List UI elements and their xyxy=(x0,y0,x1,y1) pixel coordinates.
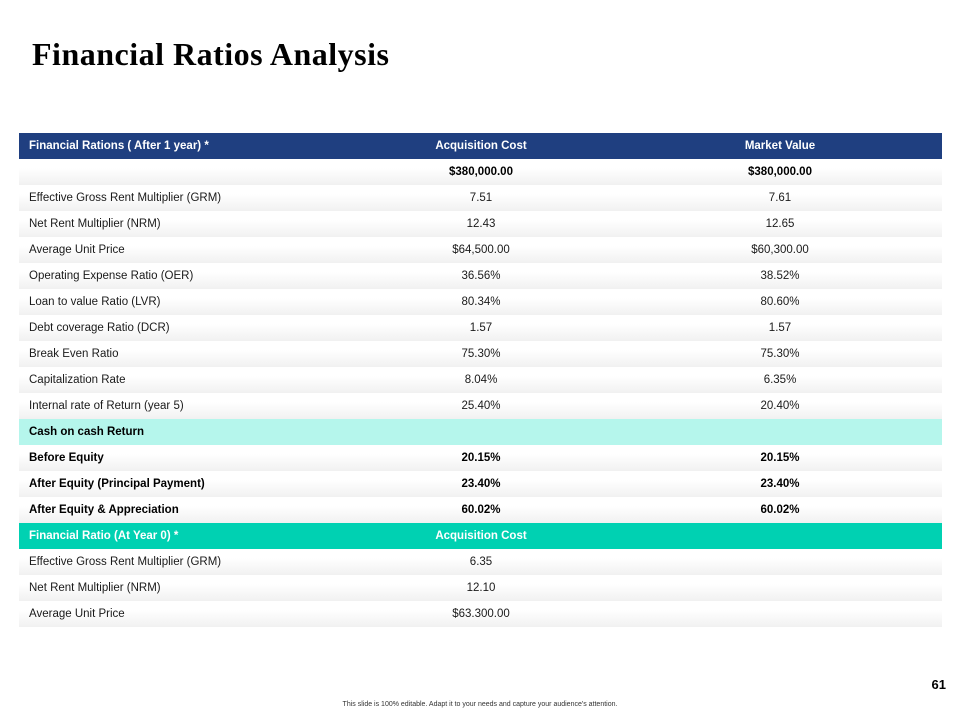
row-label: After Equity & Appreciation xyxy=(19,497,344,523)
table-row: Internal rate of Return (year 5) 25.40% … xyxy=(19,393,942,419)
row-label: Effective Gross Rent Multiplier (GRM) xyxy=(19,549,344,575)
row-acquisition-cost: 75.30% xyxy=(344,341,618,367)
row-label: Net Rent Multiplier (NRM) xyxy=(19,211,344,237)
row-acquisition-cost: 6.35 xyxy=(344,549,618,575)
row-acquisition-cost: 7.51 xyxy=(344,185,618,211)
row-acquisition-cost: 1.57 xyxy=(344,315,618,341)
table-row: Before Equity 20.15% 20.15% xyxy=(19,445,942,471)
year0-header-row: Financial Ratio (At Year 0) * Acquisitio… xyxy=(19,523,942,549)
table-row: Operating Expense Ratio (OER) 36.56% 38.… xyxy=(19,263,942,289)
cash-on-cash-section-row: Cash on cash Return xyxy=(19,419,942,445)
row-label: Internal rate of Return (year 5) xyxy=(19,393,344,419)
row-market-value: 1.57 xyxy=(618,315,942,341)
table-row: Average Unit Price $64,500.00 $60,300.00 xyxy=(19,237,942,263)
table-row: Debt coverage Ratio (DCR) 1.57 1.57 xyxy=(19,315,942,341)
table-row: Loan to value Ratio (LVR) 80.34% 80.60% xyxy=(19,289,942,315)
financial-ratios-table: Financial Rations ( After 1 year) * Acqu… xyxy=(19,133,942,627)
table-row: After Equity (Principal Payment) 23.40% … xyxy=(19,471,942,497)
row-market-value: 6.35% xyxy=(618,367,942,393)
row-acquisition-cost: $63.300.00 xyxy=(344,601,618,627)
row-market-value: 60.02% xyxy=(618,497,942,523)
row-label: Break Even Ratio xyxy=(19,341,344,367)
row-market-value: 23.40% xyxy=(618,471,942,497)
totals-row: $380,000.00 $380,000.00 xyxy=(19,159,942,185)
row-label: Debt coverage Ratio (DCR) xyxy=(19,315,344,341)
totals-label xyxy=(19,159,344,185)
row-market-value: 20.40% xyxy=(618,393,942,419)
row-acquisition-cost: 20.15% xyxy=(344,445,618,471)
row-label: Before Equity xyxy=(19,445,344,471)
footer-note: This slide is 100% editable. Adapt it to… xyxy=(342,701,618,708)
table-row: Net Rent Multiplier (NRM) 12.10 xyxy=(19,575,942,601)
row-label: Loan to value Ratio (LVR) xyxy=(19,289,344,315)
row-acquisition-cost: 12.43 xyxy=(344,211,618,237)
table-row: Effective Gross Rent Multiplier (GRM) 6.… xyxy=(19,549,942,575)
table-header-row: Financial Rations ( After 1 year) * Acqu… xyxy=(19,133,942,159)
section-spacer xyxy=(344,419,618,445)
row-market-value: 80.60% xyxy=(618,289,942,315)
row-label: Average Unit Price xyxy=(19,237,344,263)
row-label: Effective Gross Rent Multiplier (GRM) xyxy=(19,185,344,211)
row-acquisition-cost: 23.40% xyxy=(344,471,618,497)
row-market-value: 7.61 xyxy=(618,185,942,211)
table-row: Capitalization Rate 8.04% 6.35% xyxy=(19,367,942,393)
slide-title: Financial Ratios Analysis xyxy=(32,36,390,72)
row-market-value: 12.65 xyxy=(618,211,942,237)
row-acquisition-cost: 8.04% xyxy=(344,367,618,393)
header2-label: Financial Ratio (At Year 0) * xyxy=(19,523,344,549)
table-row: Average Unit Price $63.300.00 xyxy=(19,601,942,627)
table-row: Effective Gross Rent Multiplier (GRM) 7.… xyxy=(19,185,942,211)
row-acquisition-cost: $64,500.00 xyxy=(344,237,618,263)
row-label: Capitalization Rate xyxy=(19,367,344,393)
row-acquisition-cost: 80.34% xyxy=(344,289,618,315)
page-number: 61 xyxy=(931,677,946,692)
row-market-value xyxy=(618,575,942,601)
row-acquisition-cost: 12.10 xyxy=(344,575,618,601)
row-market-value: 38.52% xyxy=(618,263,942,289)
row-label: Net Rent Multiplier (NRM) xyxy=(19,575,344,601)
row-market-value: $60,300.00 xyxy=(618,237,942,263)
totals-acquisition-cost: $380,000.00 xyxy=(344,159,618,185)
row-label: Average Unit Price xyxy=(19,601,344,627)
header-acquisition-cost: Acquisition Cost xyxy=(344,133,618,159)
table-row: After Equity & Appreciation 60.02% 60.02… xyxy=(19,497,942,523)
header2-acquisition-cost: Acquisition Cost xyxy=(344,523,618,549)
row-label: Operating Expense Ratio (OER) xyxy=(19,263,344,289)
section-spacer xyxy=(618,419,942,445)
table-row: Break Even Ratio 75.30% 75.30% xyxy=(19,341,942,367)
section-label: Cash on cash Return xyxy=(19,419,344,445)
header-label: Financial Rations ( After 1 year) * xyxy=(19,133,344,159)
table-row: Net Rent Multiplier (NRM) 12.43 12.65 xyxy=(19,211,942,237)
row-market-value xyxy=(618,601,942,627)
row-acquisition-cost: 36.56% xyxy=(344,263,618,289)
row-market-value xyxy=(618,549,942,575)
header2-market-value xyxy=(618,523,942,549)
row-market-value: 20.15% xyxy=(618,445,942,471)
header-market-value: Market Value xyxy=(618,133,942,159)
row-acquisition-cost: 60.02% xyxy=(344,497,618,523)
totals-market-value: $380,000.00 xyxy=(618,159,942,185)
row-acquisition-cost: 25.40% xyxy=(344,393,618,419)
row-market-value: 75.30% xyxy=(618,341,942,367)
row-label: After Equity (Principal Payment) xyxy=(19,471,344,497)
